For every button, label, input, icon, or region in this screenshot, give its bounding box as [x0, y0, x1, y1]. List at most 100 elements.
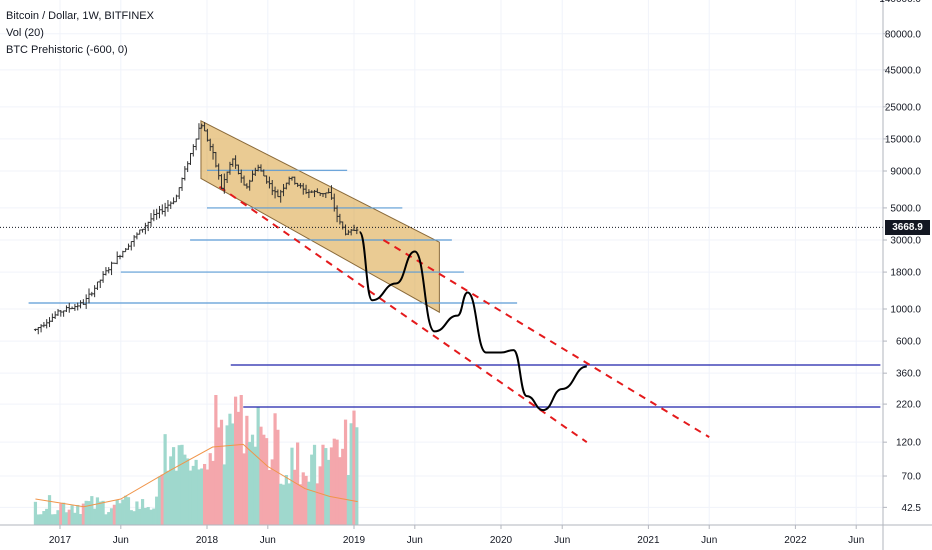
- volume-bar: [327, 459, 331, 525]
- dashed-trendline: [382, 239, 710, 438]
- price-candle: [298, 182, 302, 189]
- volume-bar: [267, 470, 272, 525]
- price-candle: [200, 123, 204, 129]
- volume-bar: [219, 419, 224, 525]
- y-axis-tick-label: 25000.0: [885, 102, 922, 113]
- price-candle: [329, 185, 333, 200]
- price-candle: [110, 261, 114, 276]
- volume-bar: [126, 497, 131, 525]
- volume-bar: [242, 453, 246, 525]
- price-candle: [307, 189, 311, 199]
- price-candle: [352, 224, 356, 232]
- volume-bar: [163, 434, 167, 525]
- volume-bar: [149, 509, 153, 525]
- price-candle: [321, 193, 325, 198]
- legend-volume: Vol (20): [6, 27, 44, 39]
- price-candle: [197, 123, 201, 140]
- price-candle: [84, 294, 88, 309]
- volume-moving-average: [35, 443, 358, 508]
- legend-indicator: BTC Prehistoric (-600, 0): [6, 44, 128, 56]
- volume-bar: [50, 514, 54, 525]
- price-candle: [141, 228, 145, 233]
- volume-bar: [315, 483, 319, 525]
- volume-bar: [262, 434, 266, 525]
- volume-bar: [107, 512, 111, 525]
- price-candle: [152, 209, 156, 222]
- x-axis-tick-label: Jun: [848, 535, 864, 546]
- dashed-trendlines: [218, 185, 710, 443]
- legend-title: Bitcoin / Dollar, 1W, BITFINEX: [6, 10, 154, 22]
- price-candle: [205, 128, 209, 142]
- price-candle: [287, 176, 291, 186]
- volume-bar: [124, 495, 128, 525]
- volume-bar: [332, 438, 336, 525]
- y-axis-tick-label: 3000.0: [890, 236, 921, 247]
- price-candle: [315, 188, 319, 194]
- price-candle: [180, 177, 184, 191]
- volume-bar: [307, 481, 311, 525]
- price-candle: [56, 308, 60, 316]
- price-candle: [143, 222, 147, 235]
- price-candle: [248, 179, 252, 191]
- price-candle: [293, 176, 297, 185]
- y-axis-tick-label: 220.0: [896, 400, 921, 411]
- volume-bar: [36, 514, 40, 525]
- price-candle: [313, 189, 317, 198]
- price-candle: [279, 189, 283, 203]
- x-axis-tick-label: 2022: [784, 535, 807, 546]
- volume-bar: [341, 448, 345, 525]
- price-candle: [64, 305, 68, 313]
- price-candle: [101, 271, 105, 283]
- y-axis-tick-label: 45000.0: [885, 65, 922, 76]
- volume-bar: [81, 503, 85, 525]
- volume-bar: [73, 512, 77, 525]
- volume-bar: [93, 508, 97, 525]
- price-candle: [126, 243, 130, 250]
- price-candle: [95, 281, 99, 290]
- price-candle: [327, 188, 331, 194]
- volume-bar: [59, 503, 63, 525]
- price-candle: [239, 169, 243, 183]
- volume-bar: [188, 470, 193, 525]
- y-axis-tick-label: 70.0: [902, 472, 922, 483]
- projection-path: [358, 231, 587, 412]
- price-candle: [253, 167, 257, 176]
- volume-bar: [290, 447, 294, 525]
- volume-bar: [146, 507, 150, 525]
- volume-bar: [115, 499, 119, 525]
- price-candle: [172, 197, 176, 205]
- price-candle: [169, 201, 173, 209]
- price-candle: [160, 204, 164, 215]
- price-candle: [166, 200, 170, 212]
- price-candle: [222, 173, 226, 194]
- volume-bar: [239, 395, 243, 525]
- volume-bar: [95, 497, 100, 525]
- current-price-label: 3668.9: [885, 219, 930, 235]
- volume-bar: [129, 510, 133, 525]
- volume-bar: [140, 499, 145, 525]
- price-candle: [107, 267, 111, 274]
- price-candle: [138, 229, 142, 235]
- volume-bar: [301, 472, 305, 525]
- volume-bar: [253, 446, 257, 525]
- price-candle: [183, 166, 187, 181]
- price-candle: [290, 176, 294, 181]
- volume-bar: [191, 465, 195, 525]
- volume-bar: [42, 511, 46, 525]
- volume-bar: [202, 463, 207, 525]
- price-candle: [282, 183, 286, 197]
- price-candle: [284, 182, 288, 190]
- price-candle: [217, 163, 221, 180]
- channel-fill: [200, 120, 440, 314]
- volume-bar: [335, 439, 339, 525]
- price-candle: [48, 317, 52, 328]
- volume-bar: [109, 508, 114, 525]
- volume-bar: [33, 501, 38, 525]
- y-axis-tick-label: 360.0: [896, 369, 921, 380]
- price-candle: [265, 175, 269, 184]
- projection-curve: [358, 231, 587, 412]
- volume-bar: [318, 466, 322, 525]
- volume-bar: [205, 469, 210, 525]
